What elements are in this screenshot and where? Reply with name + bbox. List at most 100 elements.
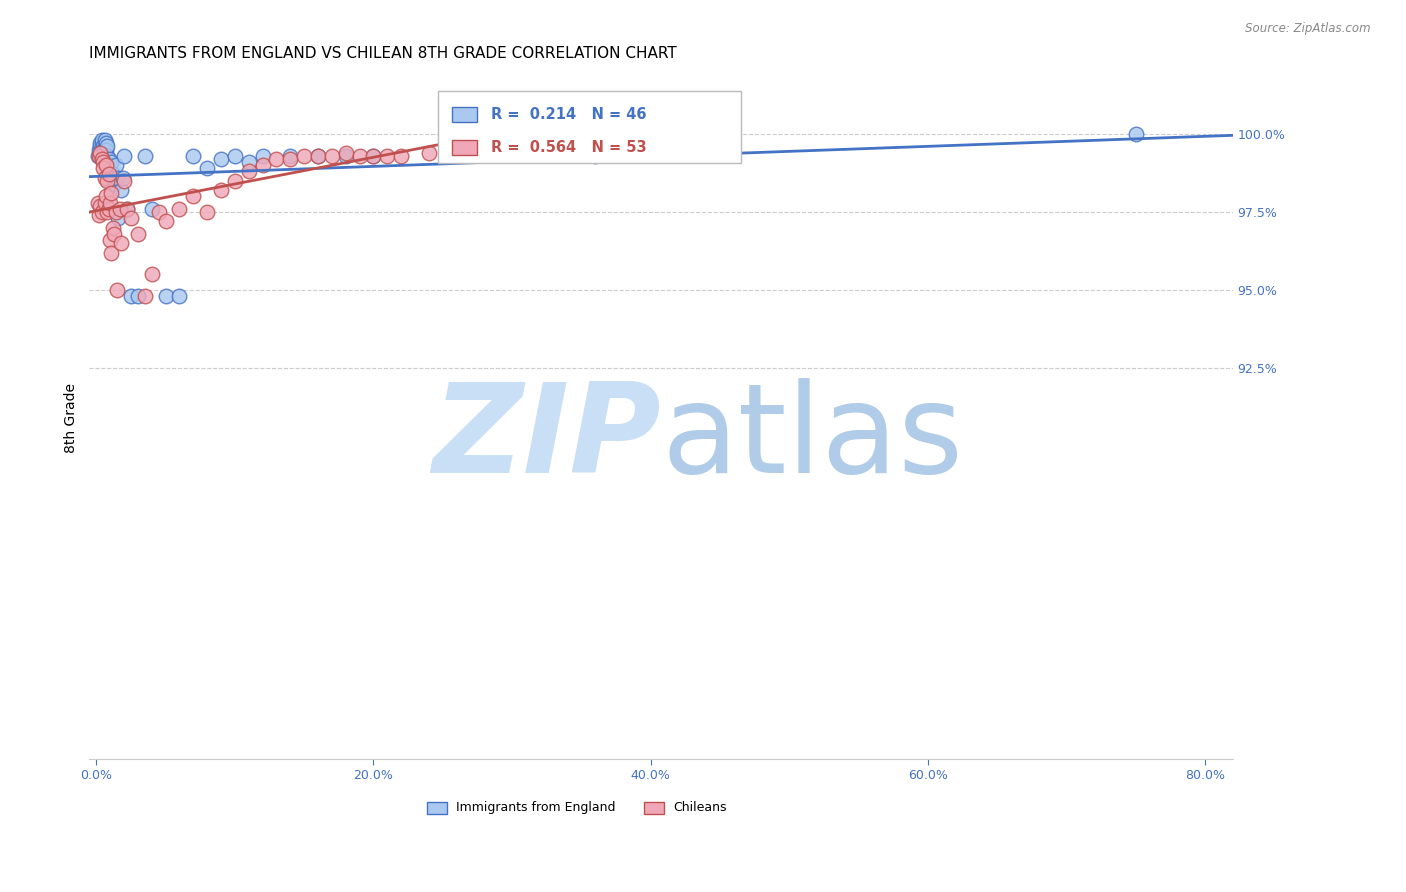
Point [418,145,440,160]
Text: R =  0.214   N = 46: R = 0.214 N = 46 [491,107,647,121]
Point [112,149,135,163]
Point [97,152,120,166]
Point [278,152,301,166]
Point [363,149,385,163]
Point [100,155,122,169]
Point [1125,127,1147,141]
Point [115,202,138,216]
Point [120,289,142,303]
Point [94,136,117,151]
Point [96,174,118,188]
Point [292,149,315,163]
Text: Immigrants from England: Immigrants from England [457,801,616,814]
Point [278,149,301,163]
Point [104,205,127,219]
Point [195,161,218,176]
Bar [451,107,477,121]
Point [252,158,274,172]
Point [127,227,149,241]
Text: ZIP: ZIP [432,378,661,499]
Point [89,136,111,151]
Point [87,143,110,157]
Point [169,202,191,216]
Point [91,143,114,157]
Point [100,245,122,260]
Point [141,202,163,216]
Point [87,208,110,222]
Point [97,168,120,182]
Point [96,149,118,163]
Point [112,174,135,188]
Text: Chileans: Chileans [673,801,727,814]
Text: atlas: atlas [661,378,963,499]
Point [98,158,121,172]
Point [89,145,111,160]
Point [111,170,134,185]
Bar [644,802,665,814]
Point [335,149,357,163]
Point [363,149,385,163]
Point [89,139,111,153]
Point [91,155,114,169]
Point [127,289,149,303]
Point [321,149,343,163]
Point [134,149,156,163]
Point [89,199,111,213]
Point [97,164,120,178]
Point [98,233,121,247]
Point [108,202,131,216]
Point [103,177,125,191]
Point [266,152,288,166]
Point [91,139,114,153]
Point [110,183,132,197]
Bar [451,139,477,154]
Point [181,149,204,163]
Point [94,158,117,172]
Point [155,214,177,228]
Point [238,164,260,178]
Point [93,145,115,160]
Point [98,195,121,210]
Point [148,205,170,219]
Bar [439,91,741,162]
Point [238,155,260,169]
Text: R =  0.564   N = 53: R = 0.564 N = 53 [491,139,647,154]
Bar [426,802,447,814]
Point [96,205,118,219]
Point [141,268,163,282]
Point [86,195,108,210]
Point [307,149,329,163]
Point [224,149,246,163]
Point [101,220,124,235]
Point [107,211,129,226]
Point [105,170,128,185]
Point [100,186,122,201]
Point [209,152,232,166]
Point [86,149,108,163]
Point [97,202,120,216]
Point [104,158,127,172]
Point [120,211,142,226]
Point [115,202,138,216]
Point [389,149,412,163]
Point [94,189,117,203]
Text: Source: ZipAtlas.com: Source: ZipAtlas.com [1246,22,1371,36]
Point [93,170,115,185]
Point [583,149,606,163]
Point [195,205,218,219]
Text: IMMIGRANTS FROM ENGLAND VS CHILEAN 8TH GRADE CORRELATION CHART: IMMIGRANTS FROM ENGLAND VS CHILEAN 8TH G… [90,46,678,62]
Point [349,149,371,163]
Point [90,136,112,151]
Y-axis label: 8th Grade: 8th Grade [65,384,79,453]
Point [103,227,125,241]
Point [93,133,115,147]
Point [98,174,121,188]
Point [252,149,274,163]
Point [181,189,204,203]
Point [134,289,156,303]
Point [93,195,115,210]
Point [87,149,110,163]
Point [101,168,124,182]
Point [90,152,112,166]
Point [94,143,117,157]
